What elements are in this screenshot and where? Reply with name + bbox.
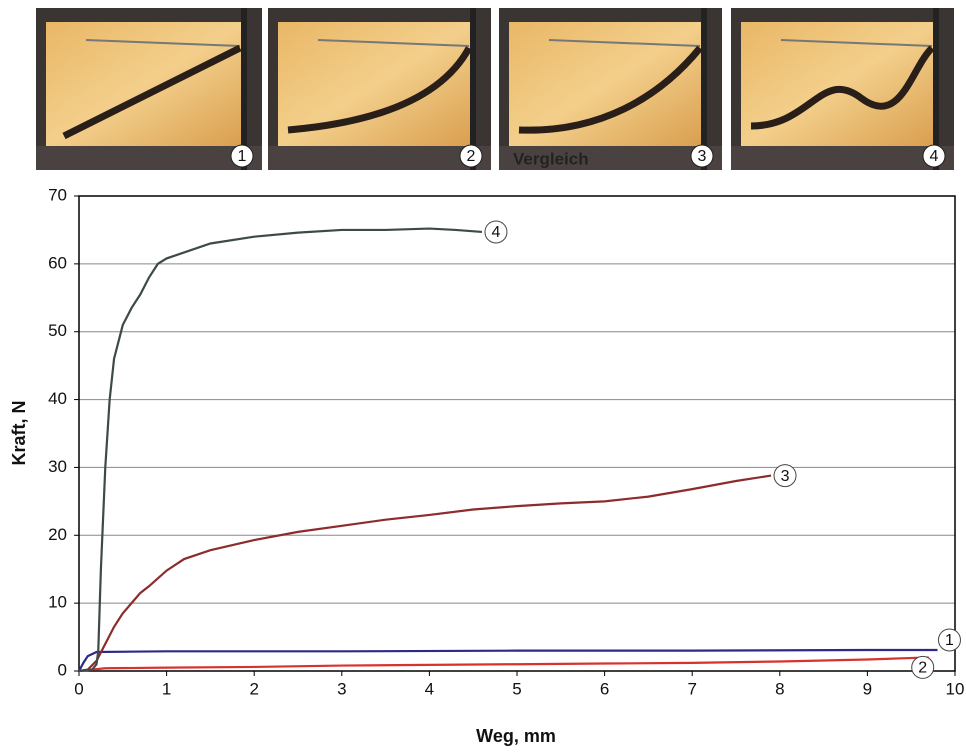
x-axis-title: Weg, mm: [476, 726, 556, 746]
x-tick-label: 5: [512, 679, 521, 698]
series-label: 3: [781, 468, 790, 485]
photo-label-circle: [690, 144, 714, 168]
base: [36, 146, 262, 170]
spring-blade: [62, 44, 242, 140]
series-label-circle: [937, 628, 961, 652]
y-tick-label: 30: [48, 457, 67, 476]
y-tick-label: 10: [48, 593, 67, 612]
photo-label-circle: [230, 144, 254, 168]
y-tick-label: 60: [48, 253, 67, 272]
y-tick-label: 50: [48, 321, 67, 340]
y-tick-label: 40: [48, 389, 67, 408]
spring-blade: [287, 46, 473, 134]
y-tick-label: 20: [48, 525, 67, 544]
x-tick-label: 3: [337, 679, 346, 698]
y-axis-title: Kraft, N: [9, 400, 29, 465]
x-tick-label: 0: [74, 679, 83, 698]
photo-label: 2: [467, 148, 476, 165]
series-label-circle: [484, 220, 508, 244]
photo-label: 3: [698, 148, 707, 165]
series-label: 1: [945, 632, 954, 649]
x-tick-label: 8: [775, 679, 784, 698]
string: [317, 39, 470, 47]
series-label-circle: [911, 655, 935, 679]
data-line: [78, 474, 772, 673]
base: [499, 146, 722, 170]
photos: 1 2 3 Vergleich 4: [36, 8, 954, 170]
series-label-circle: [773, 464, 797, 488]
plot-frame: [78, 195, 956, 672]
series-label: 2: [918, 660, 927, 677]
x-tick-label: 2: [249, 679, 258, 698]
data-line: [78, 656, 929, 673]
string: [780, 39, 933, 47]
photo-label: 1: [238, 148, 247, 165]
base: [268, 146, 491, 170]
spring-blade: [750, 45, 935, 130]
string: [548, 39, 701, 47]
photo-label-circle: [459, 144, 483, 168]
x-tick-label: 1: [162, 679, 171, 698]
x-tick-label: 10: [946, 679, 965, 698]
y-tick-label: 70: [48, 185, 67, 204]
photo-label: 4: [930, 148, 939, 165]
string: [85, 39, 241, 47]
photo-label-circle: [922, 144, 946, 168]
y-tick-label: 0: [58, 660, 67, 679]
data-line: [78, 648, 938, 672]
base: [731, 146, 954, 170]
spring-blade: [518, 45, 703, 134]
x-tick-label: 6: [600, 679, 609, 698]
data-line: [78, 227, 483, 673]
series-label: 4: [492, 224, 501, 241]
x-tick-label: 7: [687, 679, 696, 698]
x-tick-label: 9: [863, 679, 872, 698]
x-tick-label: 4: [425, 679, 434, 698]
photo-caption: Vergleich: [513, 149, 589, 168]
